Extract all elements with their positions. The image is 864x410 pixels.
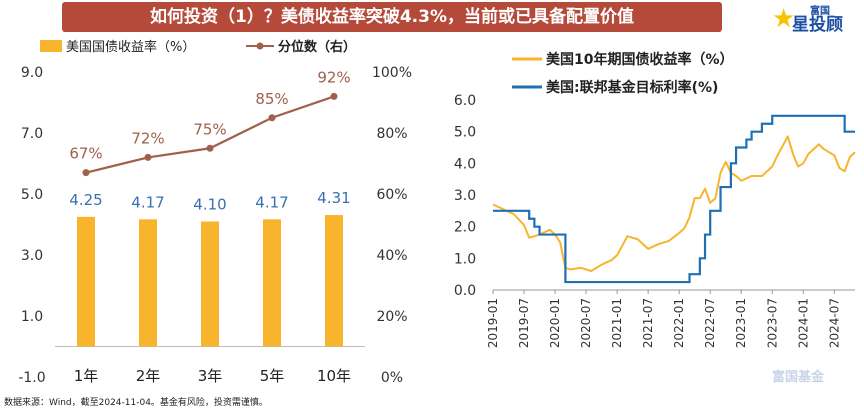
- left-y-tick-label: 3.0: [21, 248, 43, 264]
- brand-logo: ★ 富国 星投顾: [772, 2, 862, 38]
- logo-main-text: 星投顾: [792, 15, 843, 35]
- right-line-chart: 美国10年期国债收益率（%） 美国:联邦基金目标利率(%) 0.0 1.0 2.0 3.0…: [454, 51, 856, 348]
- x-category-label: 3年: [198, 367, 223, 385]
- legend-bar-swatch: [40, 40, 62, 52]
- x-tick-label: 2024-01: [796, 298, 810, 348]
- right-y-tick-label: 80%: [376, 126, 407, 142]
- x-category-label: 5年: [260, 367, 285, 385]
- x-tick-label: 2021-07: [641, 298, 655, 348]
- percentile-point: [206, 144, 214, 152]
- x-tick-label: 2019-01: [486, 298, 500, 348]
- right-chart-y-tick-label: 0.0: [454, 283, 476, 299]
- left-y-tick-label: 9.0: [21, 65, 43, 81]
- source-note: 数据来源：Wind，截至2024-11-04。基金有风险，投资需谨慎。: [4, 398, 268, 408]
- bar-value-label: 4.31: [317, 189, 350, 207]
- right-chart-y-tick-label: 5.0: [454, 125, 476, 141]
- bar-3: [201, 221, 219, 347]
- percentile-label: 67%: [69, 145, 102, 163]
- chart-title: 如何投资（1）？美债收益率突破4.3%，当前或已具备配置价值: [62, 2, 722, 32]
- x-tick-label: 2023-01: [734, 298, 748, 348]
- right-chart-y-tick-label: 2.0: [454, 220, 476, 236]
- left-y-tick-label: 5.0: [21, 187, 43, 203]
- bar-value-label: 4.10: [193, 195, 226, 213]
- x-category-label: 1年: [74, 367, 99, 385]
- x-tick-label: 2020-01: [548, 298, 562, 348]
- treasury-yield-line: [492, 135, 856, 272]
- bar-5: [325, 215, 343, 347]
- logo-small-text: 富国: [810, 6, 830, 17]
- percentile-point: [82, 169, 90, 177]
- left-y-tick-label: 7.0: [21, 126, 43, 142]
- x-tick-label: 2023-07: [765, 298, 779, 348]
- x-tick-label: 2019-07: [517, 298, 531, 348]
- bar-value-label: 4.17: [255, 193, 288, 211]
- x-tick-label: 2021-01: [610, 298, 624, 348]
- x-category-label: 2年: [136, 367, 161, 385]
- bar-4: [263, 219, 281, 347]
- bar-value-label: 4.17: [131, 193, 164, 211]
- right-y-tick-label: 20%: [376, 309, 407, 325]
- x-tick-label: 2022-01: [672, 298, 686, 348]
- legend-treasury-label: 美国10年期国债收益率（%）: [546, 51, 734, 68]
- bar-value-label: 4.25: [69, 191, 102, 209]
- percentile-point: [330, 92, 338, 100]
- star-icon: ★: [772, 4, 796, 34]
- legend-fed-label: 美国:联邦基金目标利率(%): [546, 79, 718, 96]
- left-bar-line-chart: 美国国债收益率（%） 分位数（右） -1.0 1.0 3.0 5.0 7.0 9.0 0% 20%…: [18, 39, 412, 386]
- x-category-label: 10年: [317, 367, 351, 385]
- bar-2: [139, 219, 157, 347]
- percentile-point: [144, 153, 152, 161]
- percentile-point: [268, 114, 276, 122]
- left-y-tick-label: 1.0: [21, 309, 43, 325]
- right-y-tick-label: 60%: [376, 187, 407, 203]
- left-y-tick-label: -1.0: [18, 370, 45, 386]
- right-chart-y-tick-label: 6.0: [454, 93, 476, 109]
- x-tick-label: 2024-07: [827, 298, 841, 348]
- watermark: 富国基金: [772, 370, 825, 385]
- percentile-label: 75%: [193, 120, 226, 138]
- legend-bar-label: 美国国债收益率（%）: [66, 39, 195, 55]
- right-y-tick-label: 0%: [381, 370, 403, 386]
- fed-rate-line: [493, 114, 855, 284]
- right-chart-y-tick-label: 4.0: [454, 156, 476, 172]
- right-y-tick-label: 40%: [376, 248, 407, 264]
- percentile-label: 72%: [131, 129, 164, 147]
- percentile-label: 92%: [317, 68, 350, 86]
- right-chart-y-tick-label: 3.0: [454, 188, 476, 204]
- bar-1: [77, 216, 95, 347]
- percentile-label: 85%: [255, 90, 288, 108]
- right-chart-y-tick-label: 1.0: [454, 251, 476, 267]
- legend-line-marker: [256, 42, 264, 50]
- x-tick-label: 2022-07: [703, 298, 717, 348]
- right-y-tick-label: 100%: [372, 65, 412, 81]
- x-tick-label: 2020-07: [579, 298, 593, 348]
- legend-line-label: 分位数（右）: [278, 39, 356, 55]
